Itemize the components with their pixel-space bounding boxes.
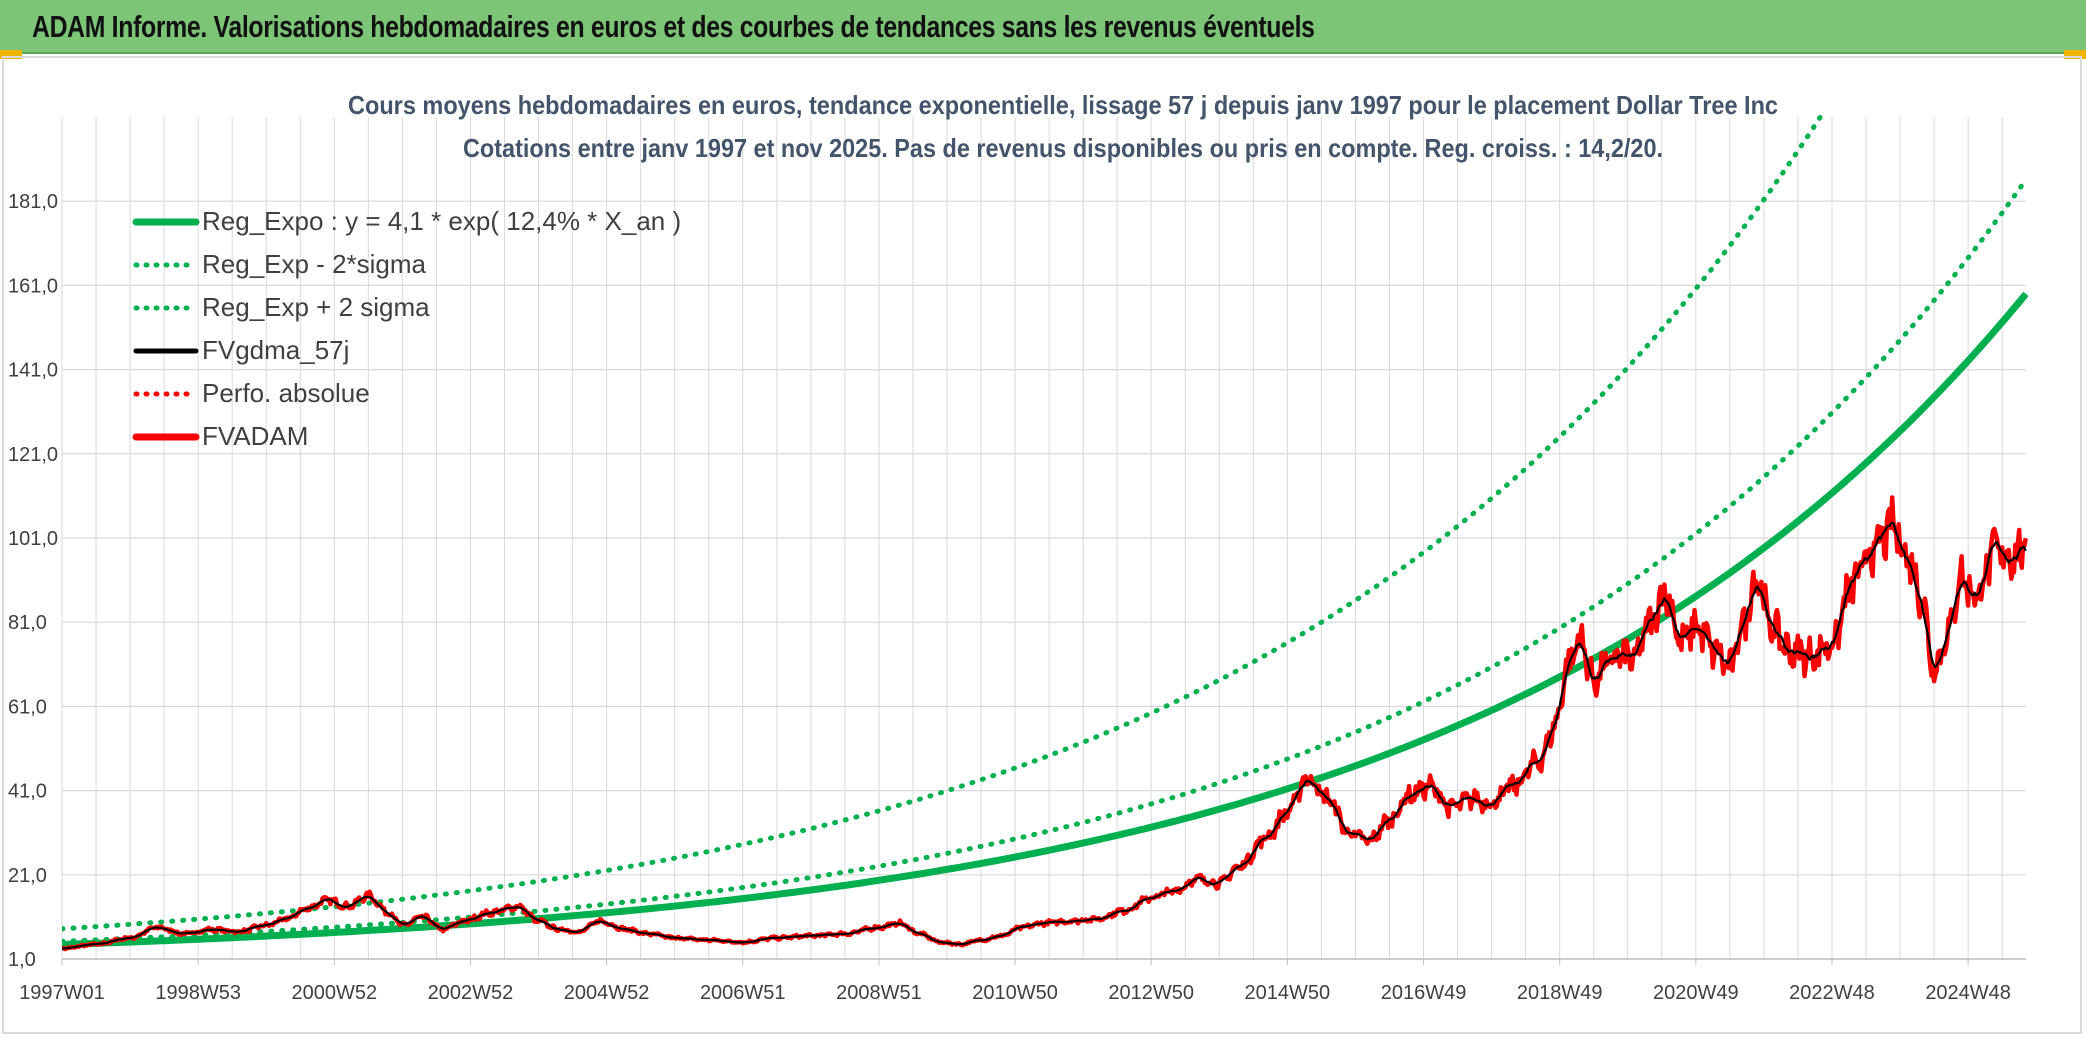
chart-title-line: Cotations entre janv 1997 et nov 2025. P… — [463, 133, 1663, 163]
y-tick-label: 41,0 — [8, 781, 47, 803]
x-tick-label: 2010W50 — [972, 982, 1058, 1004]
trend-lower-sigma-line — [62, 177, 2028, 944]
y-tick-label: 121,0 — [8, 444, 58, 466]
legend-label: FVgdma_57j — [202, 335, 349, 365]
x-tick-label: 2014W50 — [1245, 982, 1331, 1004]
y-tick-label: 81,0 — [8, 612, 47, 634]
x-tick-label: 2012W50 — [1108, 982, 1194, 1004]
corner-mark-left — [0, 50, 22, 59]
x-tick-label: 2016W49 — [1381, 982, 1467, 1004]
fvgdma-57j-line — [62, 521, 2027, 950]
series-layer — [62, 115, 2028, 952]
y-tick-label: 61,0 — [8, 696, 47, 718]
report-banner: ADAM Informe. Valorisations hebdomadaire… — [0, 0, 2086, 54]
trend-exponential-line — [62, 291, 2028, 948]
legend-label: Reg_Exp + 2 sigma — [202, 292, 430, 322]
x-tick-label: 2008W51 — [836, 982, 922, 1004]
chart-frame — [2, 56, 2082, 1034]
legend-label: Reg_Exp - 2*sigma — [202, 249, 427, 279]
legend-label: Perfo. absolue — [202, 378, 370, 408]
corner-mark-right — [2064, 50, 2086, 59]
x-tick-label: 2018W49 — [1517, 982, 1603, 1004]
x-tick-label: 2022W48 — [1789, 982, 1875, 1004]
x-tick-label: 1997W01 — [19, 982, 105, 1004]
chart-title: Cours moyens hebdomadaires en euros, ten… — [348, 90, 1778, 163]
x-tick-label: 2020W49 — [1653, 982, 1739, 1004]
x-tick-label: 2006W51 — [700, 982, 786, 1004]
y-tick-label: 141,0 — [8, 360, 58, 382]
y-tick-label: 161,0 — [8, 275, 58, 297]
x-tick-label: 1998W53 — [155, 982, 241, 1004]
chart-title-line: Cours moyens hebdomadaires en euros, ten… — [348, 90, 1778, 120]
fvadam-line — [62, 495, 2028, 952]
y-tick-label: 101,0 — [8, 528, 58, 550]
x-axis-ticks: 1997W01 1998W53 2000W52 2002W52 2004W52 2006W… — [19, 959, 2011, 1004]
report-title: ADAM Informe. Valorisations hebdomadaire… — [32, 9, 1315, 44]
y-tick-label: 1,0 — [8, 949, 36, 971]
trend-upper-sigma-line — [62, 115, 1825, 932]
y-axis-ticks: 1,0 21,0 41,0 61,0 81,0 101,0 121,0 141,0 161,0 1… — [8, 191, 58, 971]
legend: Reg_Expo : y = 4,1 * exp( 12,4% * X_an )… — [132, 206, 681, 451]
grid-lines — [61, 117, 2026, 960]
x-tick-label: 2002W52 — [428, 982, 514, 1004]
x-tick-label: 2024W48 — [1925, 982, 2011, 1004]
x-tick-label: 2000W52 — [291, 982, 377, 1004]
legend-label: FVADAM — [202, 421, 308, 451]
legend-label: Reg_Expo : y = 4,1 * exp( 12,4% * X_an ) — [202, 206, 681, 236]
y-tick-label: 181,0 — [8, 191, 58, 213]
y-tick-label: 21,0 — [8, 865, 47, 887]
x-tick-label: 2004W52 — [564, 982, 650, 1004]
